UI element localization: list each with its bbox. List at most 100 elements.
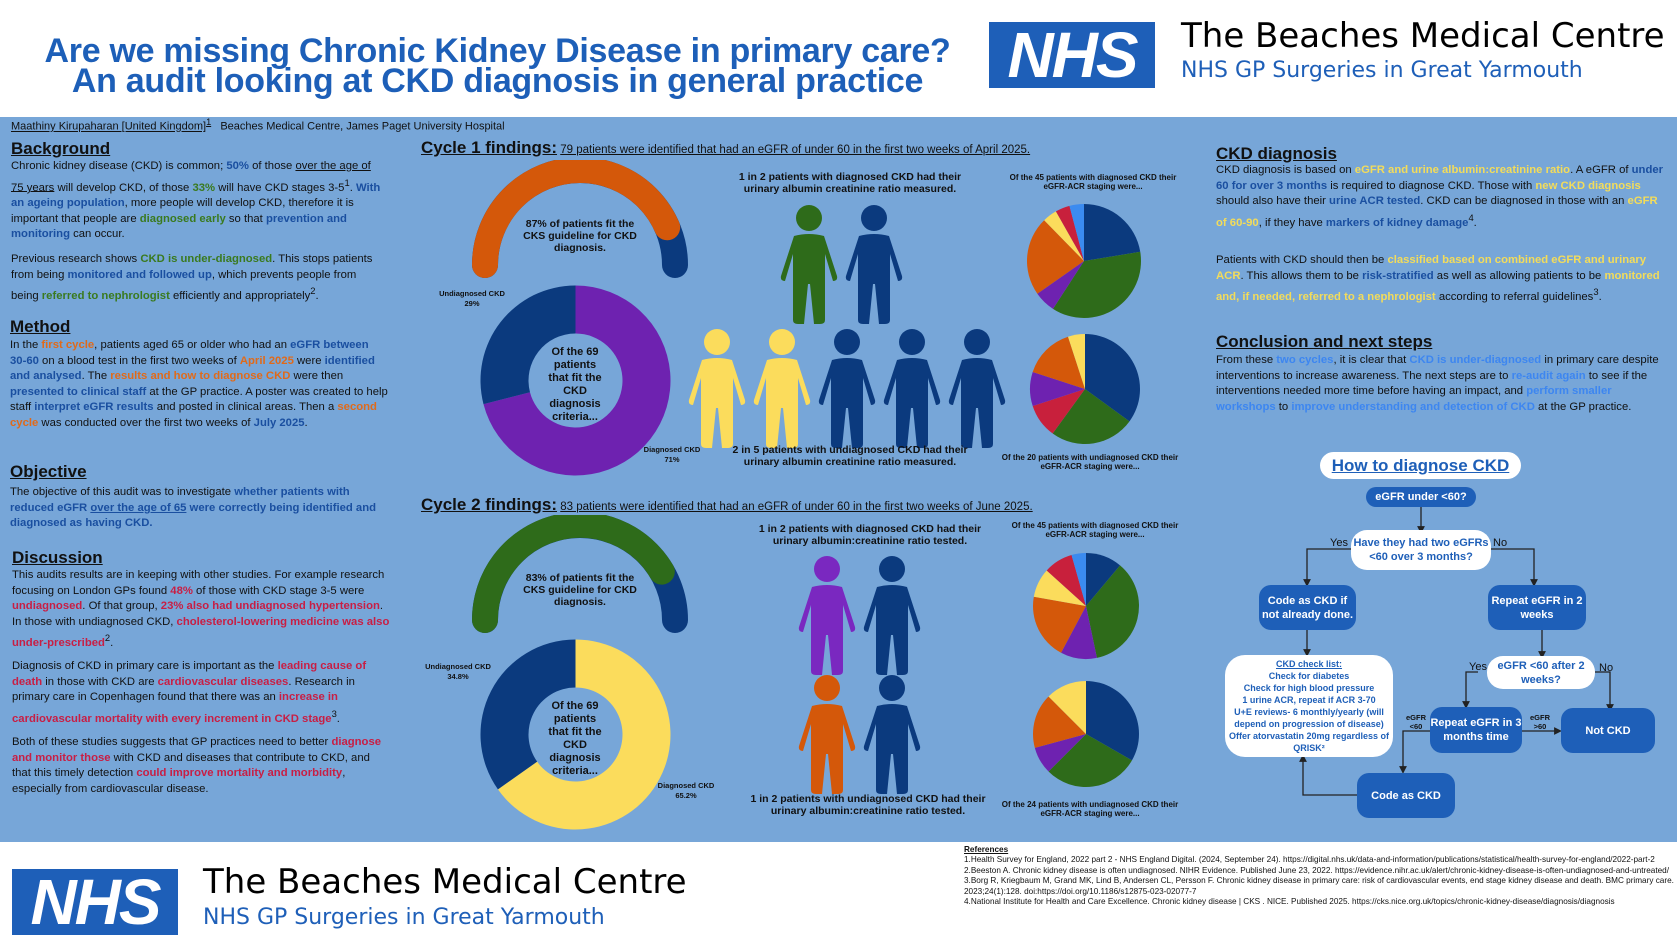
ckd-diagnosis-para-1: CKD diagnosis is based on eGFR and urine…	[1216, 164, 1664, 229]
person-icon	[845, 205, 903, 324]
conclusion-heading: Conclusion and next steps	[1216, 332, 1433, 351]
fc-checklist-item: U+E reviews- 6 monthly/yearly (will depe…	[1234, 707, 1384, 729]
discussion-heading: Discussion	[12, 548, 103, 567]
fc-code-ckd-node: Code as CKD	[1357, 773, 1455, 818]
person-icon	[883, 329, 941, 448]
reference-item: 3.Borg R, Kriegbaum M, Grand MK, Lind B,…	[964, 876, 1674, 896]
discussion-para-2: Diagnosis of CKD in primary care is impo…	[12, 660, 367, 725]
person-icon	[948, 329, 1006, 448]
fc-repeat-2wk-node: Repeat eGFR in 2 weeks	[1488, 585, 1586, 630]
cycle1-gauge-text: 87% of patients fit the CKS guideline fo…	[523, 218, 637, 254]
author-sup: 1	[206, 117, 212, 127]
conclusion-para: From these two cycles, it is clear that …	[1216, 354, 1659, 413]
cycle1-gauge-chart	[472, 160, 688, 278]
fc-yes-2: Yes	[1469, 661, 1487, 673]
cycle2-people1-caption: 1 in 2 patients with diagnosed CKD had t…	[758, 523, 982, 547]
objective-heading: Objective	[10, 462, 87, 481]
cycle1-pie2-title: Of the 20 patients with undiagnosed CKD …	[1001, 453, 1179, 471]
cycle1-donut-chart	[480, 285, 671, 476]
fc-yes-1: Yes	[1330, 537, 1348, 549]
fc-question-1: Have they had two eGFRs <60 over 3 month…	[1351, 530, 1491, 570]
cycle2-subtitle: 83 patients were identified that had an …	[560, 501, 1033, 513]
title-line-1: Are we missing Chronic Kidney Disease in…	[44, 32, 951, 70]
reference-item: 1.Health Survey for England, 2022 part 2…	[964, 855, 1655, 865]
fc-checklist-item: Check for diabetes	[1268, 671, 1350, 681]
fc-question-2: eGFR <60 after 2 weeks?	[1487, 656, 1595, 689]
method-para: In the first cycle, patients aged 65 or …	[10, 339, 388, 429]
person-icon	[798, 556, 856, 675]
fc-egfr-lt60-label: eGFR <60	[1405, 713, 1426, 731]
affiliation: Beaches Medical Centre, James Paget Univ…	[220, 120, 505, 133]
fc-checklist: CKD check list: Check for diabetes Check…	[1225, 655, 1393, 757]
nhs-logo: NHS	[989, 19, 1155, 91]
org-subtitle: NHS GP Surgeries in Great Yarmouth	[1181, 58, 1583, 83]
footer-nhs-logo: NHS	[12, 866, 178, 938]
cycle1-people2-caption: 2 in 5 patients with undiagnosed CKD had…	[732, 444, 968, 468]
background-para-1: Chronic kidney disease (CKD) is common; …	[11, 160, 381, 241]
method-heading: Method	[10, 317, 71, 336]
cycle2-pie2-title: Of the 24 patients with undiagnosed CKD …	[1001, 800, 1179, 818]
fc-no-2: No	[1599, 662, 1614, 674]
org-name: The Beaches Medical Centre	[1181, 16, 1665, 56]
cycle1-header: Cycle 1 findings: 79 patients were ident…	[421, 138, 1030, 158]
flowchart-title: How to diagnose CKD	[1320, 452, 1521, 479]
cycle2-heading: Cycle 2 findings:	[421, 495, 558, 514]
footer-org-name: The Beaches Medical Centre	[203, 862, 687, 902]
person-icon	[688, 329, 746, 448]
cycle1-people1-caption: 1 in 2 patients with diagnosed CKD had t…	[738, 171, 962, 195]
poster-title: Are we missing Chronic Kidney Disease in…	[10, 32, 985, 100]
fc-code-if-node: Code as CKD if not already done.	[1259, 585, 1356, 630]
cycle2-undiagnosed-label: Undiagnosed CKD 34.8%	[425, 662, 491, 681]
ckd-diagnosis-heading: CKD diagnosis	[1216, 144, 1337, 163]
cycle2-pie1-title: Of the 45 patients with diagnosed CKD th…	[1011, 521, 1179, 539]
person-icon	[798, 675, 856, 794]
cycle1-donut-center: Of the 69 patients that fit the CKD diag…	[548, 346, 602, 423]
cycle1-pie2-chart	[1030, 334, 1140, 444]
cycle1-pie1-chart	[1027, 204, 1141, 318]
cycle2-donut-center: Of the 69 patients that fit the CKD diag…	[548, 700, 602, 777]
discussion-para-1: This audits results are in keeping with …	[12, 569, 390, 650]
person-icon	[863, 675, 921, 794]
cycle1-people-row-1	[780, 204, 910, 324]
references: References 1.Health Survey for England, …	[964, 845, 1674, 907]
person-icon	[753, 329, 811, 448]
cycle2-people2-caption: 1 in 2 patients with undiagnosed CKD had…	[750, 793, 986, 817]
author[interactable]: Maathiny Kirupaharan [United Kingdom]	[11, 120, 207, 133]
fc-start-node: eGFR under <60?	[1366, 487, 1476, 507]
reference-item: 4.National Institute for Health and Care…	[964, 897, 1615, 907]
cycle1-subtitle: 79 patients were identified that had an …	[560, 144, 1031, 156]
cycle2-pie1-chart	[1033, 553, 1139, 659]
fc-no-1: No	[1493, 537, 1508, 549]
fc-checklist-title: CKD check list:	[1275, 659, 1343, 669]
cycle2-people-row-2	[798, 674, 928, 794]
reference-item: 2.Beeston A. Chronic kidney disease is o…	[964, 865, 1670, 875]
cycle1-heading: Cycle 1 findings:	[421, 138, 558, 157]
cycle2-donut-chart	[480, 639, 671, 830]
title-line-2: An audit looking at CKD diagnosis in gen…	[71, 62, 924, 100]
cycle2-header: Cycle 2 findings: 83 patients were ident…	[421, 495, 1033, 515]
background-heading: Background	[11, 139, 111, 158]
footer-org-subtitle: NHS GP Surgeries in Great Yarmouth	[203, 905, 605, 930]
cycle2-gauge-chart	[472, 515, 688, 633]
cycle2-people-row-1	[798, 555, 928, 675]
fc-checklist-item: Offer atorvastatin 20mg regardless of QR…	[1228, 731, 1390, 753]
person-icon	[818, 329, 876, 448]
fc-egfr-gt60-label: eGFR >60	[1529, 713, 1550, 731]
cycle1-diagnosed-label: Diagnosed CKD 71%	[643, 445, 701, 464]
person-icon	[780, 205, 838, 324]
cycle1-pie1-title: Of the 45 patients with diagnosed CKD th…	[1009, 173, 1177, 191]
ckd-diagnosis-para-2: Patients with CKD should then be classif…	[1216, 254, 1660, 303]
objective-para: The objective of this audit was to inves…	[10, 486, 377, 530]
cycle2-gauge-text: 83% of patients fit the CKS guideline fo…	[523, 572, 637, 608]
fc-repeat-3mo-node: Repeat eGFR in 3 months time	[1430, 707, 1522, 753]
discussion-para-3: Both of these studies suggests that GP p…	[12, 736, 382, 795]
person-icon	[863, 556, 921, 675]
cycle1-people-row-2	[688, 328, 1013, 448]
background-para-2: Previous research shows CKD is under-dia…	[11, 253, 373, 302]
fc-checklist-item: 1 urine ACR, repeat if ACR 3-70	[1242, 695, 1376, 705]
byline: Maathiny Kirupaharan [United Kingdom]1 B…	[11, 117, 505, 133]
references-heading: References	[964, 845, 1009, 854]
cycle1-undiagnosed-label: Undiagnosed CKD 29%	[439, 289, 505, 308]
fc-not-ckd-node: Not CKD	[1561, 708, 1655, 753]
fc-checklist-item: Check for high blood pressure	[1243, 683, 1375, 693]
